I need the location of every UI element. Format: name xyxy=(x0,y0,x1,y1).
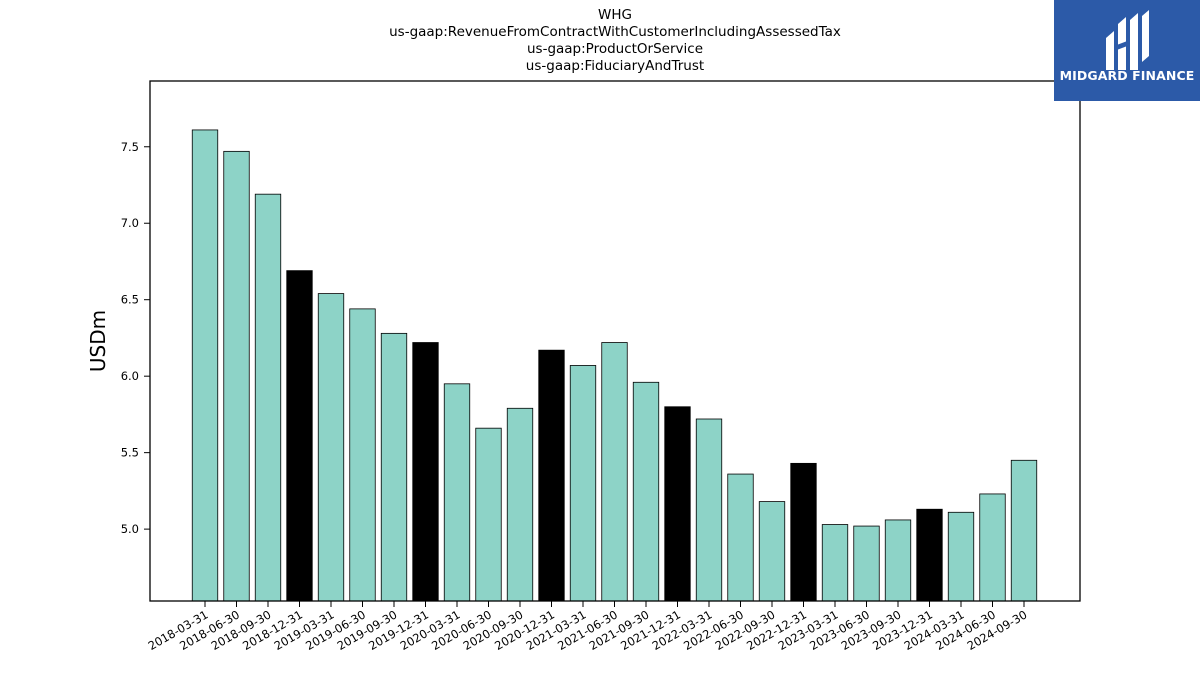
bar xyxy=(506,407,534,602)
y-axis-label: USDm xyxy=(86,310,110,372)
y-tick-label: 7.0 xyxy=(121,216,139,230)
logo-text: MIDGARD FINANCE xyxy=(1059,68,1195,83)
chart-title-line-3: us-gaap:ProductOrService xyxy=(526,41,704,57)
bar xyxy=(569,365,597,602)
bar xyxy=(695,418,723,602)
bar xyxy=(191,129,219,602)
y-tick-label: 5.0 xyxy=(121,522,139,536)
bar xyxy=(317,293,345,602)
midgard-logo-icon xyxy=(1106,10,1149,70)
chart-title-line-4: us-gaap:FiduciaryAndTrust xyxy=(525,58,705,74)
bar xyxy=(664,406,691,602)
bar xyxy=(947,511,975,602)
bar xyxy=(380,332,408,602)
chart-title-line-1: WHG xyxy=(598,7,632,23)
bar xyxy=(1010,459,1038,602)
bar xyxy=(475,427,502,602)
bar xyxy=(916,508,943,602)
bar xyxy=(349,308,376,602)
bar xyxy=(979,493,1006,602)
bar xyxy=(727,473,754,602)
bar xyxy=(254,193,282,602)
chart-title-block: WHG us-gaap:RevenueFromContractWithCusto… xyxy=(150,7,1080,75)
chart-title-line-2: us-gaap:RevenueFromContractWithCustomerI… xyxy=(389,24,841,40)
y-tick-label: 6.0 xyxy=(121,369,139,383)
bar xyxy=(790,462,817,602)
y-tick-label: 6.5 xyxy=(121,293,139,307)
bar xyxy=(601,342,628,602)
bar xyxy=(758,501,786,602)
bar xyxy=(632,381,660,602)
bar xyxy=(443,383,471,602)
bar xyxy=(853,525,880,602)
y-tick-label: 7.5 xyxy=(121,140,139,154)
bar xyxy=(412,342,439,602)
y-tick-label: 5.5 xyxy=(121,446,139,460)
bar xyxy=(538,349,565,602)
logo-badge: MIDGARD FINANCE xyxy=(1054,0,1200,101)
bar xyxy=(884,519,912,602)
bar xyxy=(223,150,250,602)
bar xyxy=(286,270,313,602)
bar xyxy=(821,524,849,602)
